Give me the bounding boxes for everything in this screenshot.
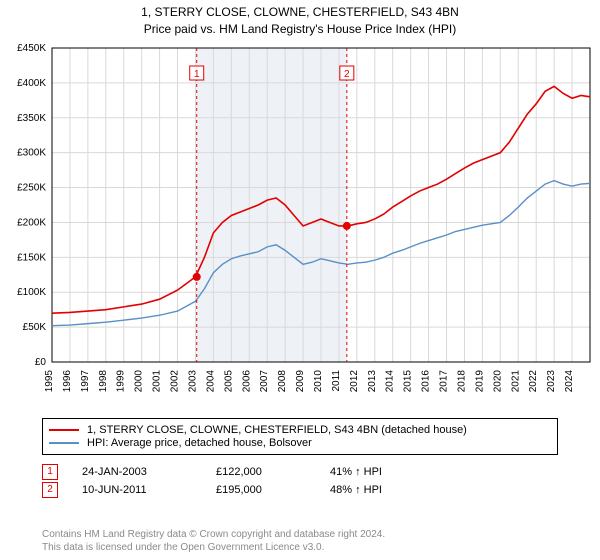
svg-text:2008: 2008: [277, 370, 288, 393]
marker-badge-1: 1: [42, 464, 58, 480]
chart-title-block: 1, STERRY CLOSE, CLOWNE, CHESTERFIELD, S…: [0, 0, 600, 38]
svg-text:2016: 2016: [421, 370, 432, 393]
svg-text:2000: 2000: [134, 370, 145, 393]
svg-text:£50K: £50K: [23, 322, 47, 333]
svg-text:2021: 2021: [510, 370, 521, 393]
marker-badge-2: 2: [42, 482, 58, 498]
marker-date-2: 10-JUN-2011: [82, 484, 192, 496]
attribution-line1: Contains HM Land Registry data © Crown c…: [42, 529, 385, 542]
chart-title-line2: Price paid vs. HM Land Registry's House …: [0, 21, 600, 38]
marker-table: 1 24-JAN-2003 £122,000 41% ↑ HPI 2 10-JU…: [42, 462, 440, 500]
marker-price-2: £195,000: [216, 484, 306, 496]
svg-text:1996: 1996: [62, 370, 73, 393]
svg-text:2004: 2004: [205, 370, 216, 393]
svg-text:2006: 2006: [241, 370, 252, 393]
svg-text:2019: 2019: [474, 370, 485, 393]
svg-text:£450K: £450K: [17, 43, 46, 54]
svg-text:£200K: £200K: [17, 217, 46, 228]
svg-text:2005: 2005: [223, 370, 234, 393]
svg-text:2002: 2002: [170, 370, 181, 393]
svg-text:£400K: £400K: [17, 78, 46, 89]
legend-label-hpi: HPI: Average price, detached house, Bols…: [87, 437, 312, 449]
svg-text:2024: 2024: [564, 370, 575, 393]
chart-area: £0 £50K £100K £150K £200K £250K £300K £350K £400…: [0, 42, 600, 412]
marker-row-2: 2 10-JUN-2011 £195,000 48% ↑ HPI: [42, 482, 440, 498]
svg-text:£250K: £250K: [17, 183, 46, 194]
svg-text:£350K: £350K: [17, 113, 46, 124]
svg-text:2020: 2020: [492, 370, 503, 393]
marker-price-1: £122,000: [216, 466, 306, 478]
svg-text:1: 1: [194, 69, 200, 80]
legend: 1, STERRY CLOSE, CLOWNE, CHESTERFIELD, S…: [42, 418, 558, 455]
marker-row-1: 1 24-JAN-2003 £122,000 41% ↑ HPI: [42, 464, 440, 480]
svg-text:£300K: £300K: [17, 148, 46, 159]
svg-text:1998: 1998: [98, 370, 109, 393]
svg-text:2: 2: [344, 69, 350, 80]
legend-item-hpi: HPI: Average price, detached house, Bols…: [49, 437, 551, 449]
svg-text:£150K: £150K: [17, 252, 46, 263]
svg-text:2011: 2011: [331, 370, 342, 392]
svg-text:2014: 2014: [385, 370, 396, 393]
marker-pct-2: 48% ↑ HPI: [330, 484, 440, 496]
marker-pct-1: 41% ↑ HPI: [330, 466, 440, 478]
svg-text:2007: 2007: [259, 370, 270, 393]
svg-text:2003: 2003: [187, 370, 198, 393]
svg-text:2009: 2009: [295, 370, 306, 393]
svg-text:£100K: £100K: [17, 287, 46, 298]
svg-text:2017: 2017: [439, 370, 450, 393]
svg-text:2010: 2010: [313, 370, 324, 393]
svg-text:2015: 2015: [403, 370, 414, 393]
svg-text:2012: 2012: [349, 370, 360, 393]
svg-text:2023: 2023: [546, 370, 557, 393]
attribution-line2: This data is licensed under the Open Gov…: [42, 542, 385, 555]
line-chart-svg: £0 £50K £100K £150K £200K £250K £300K £350K £400…: [0, 42, 600, 412]
svg-text:2001: 2001: [152, 370, 163, 393]
page-root: 1, STERRY CLOSE, CLOWNE, CHESTERFIELD, S…: [0, 0, 600, 560]
svg-text:2018: 2018: [456, 370, 467, 393]
chart-title-line1: 1, STERRY CLOSE, CLOWNE, CHESTERFIELD, S…: [0, 4, 600, 21]
svg-text:2013: 2013: [367, 370, 378, 393]
marker-date-1: 24-JAN-2003: [82, 466, 192, 478]
svg-text:1997: 1997: [80, 370, 91, 393]
svg-text:1999: 1999: [116, 370, 127, 393]
svg-text:2022: 2022: [528, 370, 539, 393]
legend-item-price-paid: 1, STERRY CLOSE, CLOWNE, CHESTERFIELD, S…: [49, 424, 551, 436]
legend-swatch-price-paid: [49, 429, 79, 431]
svg-text:1995: 1995: [44, 370, 55, 393]
legend-swatch-hpi: [49, 442, 79, 444]
attribution-block: Contains HM Land Registry data © Crown c…: [42, 529, 385, 554]
legend-label-price-paid: 1, STERRY CLOSE, CLOWNE, CHESTERFIELD, S…: [87, 424, 467, 436]
svg-text:£0: £0: [35, 357, 47, 368]
